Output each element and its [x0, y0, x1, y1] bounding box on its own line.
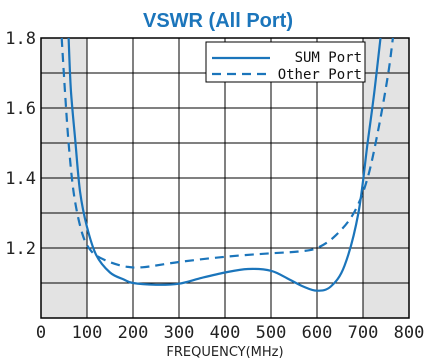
- tick-labels: 0 100 200 300 400 500 600 700 800 1.8 1.6 1.4 1.2: [5, 29, 424, 343]
- plot-frame: [40, 37, 410, 319]
- x-tick-label: 400: [210, 323, 241, 343]
- x-tick-label: 300: [164, 323, 195, 343]
- y-tick-label: 1.8: [5, 29, 36, 49]
- legend-box: [205, 41, 366, 83]
- legend: SUM Port Other Port: [205, 41, 366, 83]
- y-tick-label: 1.4: [5, 169, 36, 189]
- x-tick-label: 0: [36, 323, 46, 343]
- x-tick-label: 100: [72, 323, 103, 343]
- x-tick-label: 500: [256, 323, 287, 343]
- series-lines: [60, 37, 394, 292]
- series-line-sum-port: [67, 37, 382, 292]
- x-tick-label: 200: [118, 323, 149, 343]
- x-axis-label: FREQUENCY(MHz): [166, 345, 283, 359]
- legend-label-other: Other Port: [278, 67, 362, 83]
- series-line-other-port: [60, 37, 394, 269]
- y-tick-label: 1.2: [5, 239, 36, 259]
- legend-label-sum: SUM Port: [295, 50, 362, 66]
- x-tick-label: 700: [348, 323, 379, 343]
- chart-title: VSWR (All Port): [143, 10, 293, 32]
- y-tick-label: 1.6: [5, 99, 36, 119]
- x-tick-label: 800: [394, 323, 425, 343]
- x-tick-label: 600: [302, 323, 333, 343]
